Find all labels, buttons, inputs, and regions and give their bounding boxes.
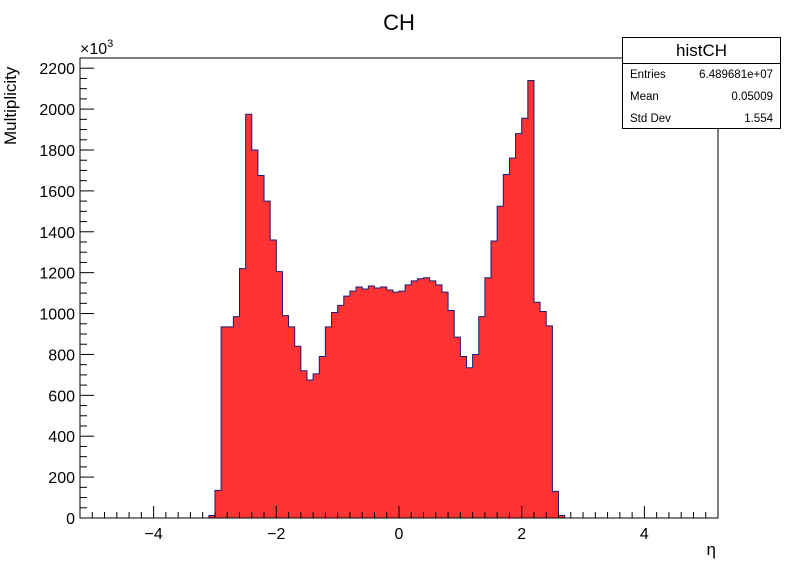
stats-mean-value: 0.05009	[731, 91, 773, 103]
histogram-bar	[472, 354, 480, 518]
x-axis-title: η	[707, 540, 716, 559]
y-multiplier-base: ×10	[80, 41, 107, 58]
stats-mean-label: Mean	[630, 91, 659, 103]
histogram-bar	[356, 286, 363, 518]
histogram-bar	[374, 288, 381, 518]
y-axis: 0 200 400 600 800 1000 1200 1400 1600 1800 2000 220…	[39, 57, 94, 528]
stats-row-entries: Entries 6.489681e+07	[623, 64, 780, 86]
histogram-bar	[245, 114, 253, 518]
x-tick-label: −2	[267, 526, 285, 543]
stats-row-mean: Mean 0.05009	[623, 86, 780, 108]
histogram-bar	[276, 271, 283, 518]
histogram-bar	[435, 284, 443, 518]
y-tick-label: 2000	[39, 102, 75, 119]
y-tick-label: 1400	[39, 225, 75, 242]
x-axis: −4 −2 0 2 4	[91, 506, 707, 543]
histogram-bar	[521, 118, 529, 519]
histogram-bar	[270, 239, 277, 518]
y-tick-label: 1800	[39, 143, 75, 160]
histogram-bar	[319, 356, 326, 518]
histogram-bar	[239, 268, 246, 518]
histogram-bar	[515, 133, 522, 518]
histogram-bar	[343, 296, 351, 518]
histogram-bar	[313, 373, 320, 518]
stats-entries-label: Entries	[630, 69, 666, 81]
x-tick-label: 0	[395, 526, 404, 543]
histogram-bar	[294, 346, 302, 518]
histogram-bar	[380, 286, 388, 518]
histogram-bar	[362, 289, 369, 518]
histogram-bar	[208, 515, 216, 518]
stats-box: histCH Entries 6.489681e+07 Mean 0.05009…	[622, 37, 781, 129]
x-tick-label: 2	[517, 526, 526, 543]
histogram-bar	[300, 370, 308, 518]
histogram-outline	[208, 79, 590, 519]
histogram-bar	[509, 158, 516, 518]
histogram-bar	[386, 290, 394, 518]
histogram-bar	[392, 292, 400, 518]
y-tick-label: 400	[48, 429, 75, 446]
y-tick-label: 800	[48, 347, 75, 364]
histogram-bars	[208, 79, 590, 519]
histogram-bar	[441, 292, 449, 518]
histogram-bar	[558, 515, 565, 518]
histogram-bar	[227, 326, 234, 518]
histogram-bar	[540, 311, 547, 518]
histogram-bar	[497, 206, 504, 518]
stats-std-value: 1.554	[744, 113, 773, 125]
histogram-bar	[466, 367, 473, 518]
histogram-bar	[331, 312, 338, 518]
histogram-bar	[460, 356, 467, 518]
histogram-bar	[411, 280, 418, 518]
histogram-bar	[368, 285, 375, 518]
histogram-bar	[325, 326, 332, 518]
y-tick-label: 1000	[39, 307, 75, 324]
histogram-bar	[552, 491, 559, 518]
histogram-bar	[454, 337, 461, 518]
y-tick-label: 1200	[39, 266, 75, 283]
histogram-bar	[288, 326, 296, 518]
histogram-bar	[257, 175, 265, 519]
histogram-bar	[251, 150, 259, 518]
y-multiplier-label: ×103	[80, 38, 113, 58]
stats-row-std: Std Dev 1.554	[623, 108, 780, 130]
histogram-bar	[399, 291, 406, 518]
histogram-bar	[214, 490, 222, 518]
y-multiplier-exponent: 3	[107, 38, 113, 50]
histogram-bar	[527, 80, 535, 518]
stats-std-label: Std Dev	[630, 113, 671, 125]
y-tick-label: 200	[48, 470, 75, 487]
histogram-bar	[405, 284, 412, 518]
histogram-bar	[491, 240, 498, 518]
chart-title: CH	[383, 10, 415, 35]
histogram-bar	[233, 316, 240, 518]
histogram-bar	[306, 380, 314, 518]
histogram-bar	[282, 315, 289, 518]
histogram-bar	[546, 325, 553, 518]
y-tick-label: 2200	[39, 61, 75, 78]
stats-box-title: histCH	[623, 38, 780, 64]
histogram-bar	[533, 302, 541, 518]
histogram-bar	[264, 201, 271, 518]
y-tick-label: 1600	[39, 184, 75, 201]
histogram-bar	[337, 305, 345, 518]
histogram-bar	[503, 174, 510, 519]
histogram-bar	[478, 316, 486, 518]
x-tick-label: −4	[144, 526, 162, 543]
y-axis-title: Multiplicity	[1, 66, 20, 145]
histogram-bar	[448, 310, 455, 518]
histogram-bar	[429, 280, 437, 518]
stats-entries-value: 6.489681e+07	[699, 69, 773, 81]
histogram-bar	[221, 326, 228, 518]
histogram-bar	[349, 291, 357, 518]
y-tick-label: 600	[48, 388, 75, 405]
histogram-bar	[484, 277, 492, 518]
histogram-bar	[423, 277, 430, 518]
histogram-bar	[417, 278, 424, 518]
x-tick-label: 4	[640, 526, 649, 543]
y-tick-label: 0	[66, 511, 75, 528]
